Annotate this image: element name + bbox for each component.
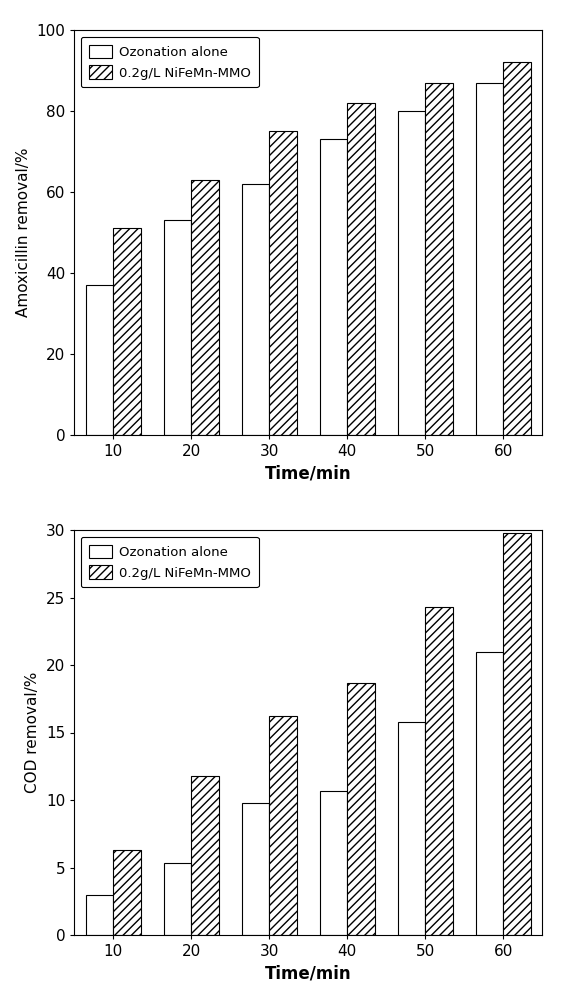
Bar bbox=[398, 722, 425, 935]
Bar bbox=[242, 803, 270, 935]
Bar bbox=[113, 228, 140, 435]
Bar bbox=[504, 62, 530, 435]
Legend: Ozonation alone, 0.2g/L NiFeMn-MMO: Ozonation alone, 0.2g/L NiFeMn-MMO bbox=[81, 37, 259, 87]
Bar bbox=[504, 533, 530, 935]
Bar bbox=[113, 850, 140, 935]
Bar bbox=[270, 131, 296, 435]
Bar bbox=[164, 863, 191, 935]
Bar bbox=[347, 683, 375, 935]
Y-axis label: COD removal/%: COD removal/% bbox=[25, 672, 41, 793]
Bar bbox=[191, 180, 219, 435]
Bar bbox=[347, 103, 375, 435]
X-axis label: Time/min: Time/min bbox=[265, 465, 352, 483]
Bar bbox=[191, 776, 219, 935]
Text: (b): (b) bbox=[89, 542, 115, 560]
Bar bbox=[320, 139, 347, 435]
Bar bbox=[476, 652, 504, 935]
Legend: Ozonation alone, 0.2g/L NiFeMn-MMO: Ozonation alone, 0.2g/L NiFeMn-MMO bbox=[81, 537, 259, 587]
Bar bbox=[164, 220, 191, 435]
Bar bbox=[476, 83, 504, 435]
Y-axis label: Amoxicillin removal/%: Amoxicillin removal/% bbox=[16, 148, 31, 317]
X-axis label: Time/min: Time/min bbox=[265, 965, 352, 983]
Text: (a): (a) bbox=[89, 42, 114, 60]
Bar bbox=[270, 716, 296, 935]
Bar bbox=[86, 285, 113, 435]
Bar bbox=[320, 791, 347, 935]
Bar bbox=[425, 607, 453, 935]
Bar bbox=[398, 111, 425, 435]
Bar bbox=[86, 894, 113, 935]
Bar bbox=[242, 184, 270, 435]
Bar bbox=[425, 83, 453, 435]
